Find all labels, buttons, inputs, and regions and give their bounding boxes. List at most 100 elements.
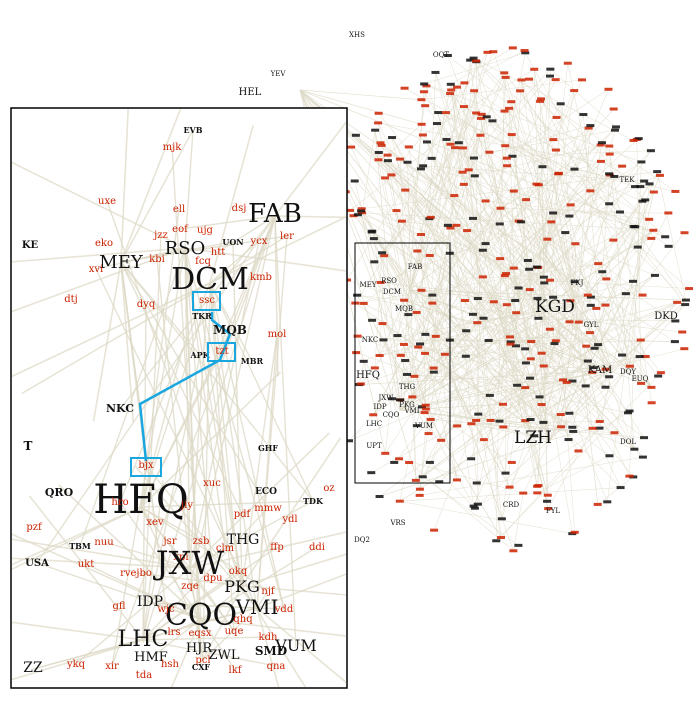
node-label-hsh[interactable]: hsh: [161, 659, 180, 670]
overview-label-jxw[interactable]: JXW: [378, 394, 395, 402]
overview-label-vmi[interactable]: VMI: [404, 407, 420, 415]
node-label-eko[interactable]: eko: [95, 238, 113, 249]
node-label-vmi[interactable]: VMI: [235, 595, 279, 619]
node-label-lkf[interactable]: lkf: [229, 665, 243, 676]
overview-label-hfq[interactable]: HFQ: [356, 370, 380, 381]
node-label-tzt[interactable]: tzt: [215, 346, 228, 357]
overview-label-fkj[interactable]: FKJ: [571, 279, 584, 287]
node-label-ssc[interactable]: ssc: [199, 295, 215, 306]
node-label-zqe[interactable]: zqe: [181, 581, 199, 592]
overview-label-dcm[interactable]: DCM: [383, 288, 401, 296]
node-label-njf[interactable]: njf: [261, 586, 276, 597]
node-label-uqe[interactable]: uqe: [225, 626, 244, 637]
node-label-xuc[interactable]: xuc: [203, 478, 221, 489]
overview-label-kgd[interactable]: KGD: [535, 297, 575, 317]
node-label-evb[interactable]: EVB: [183, 125, 202, 135]
node-label-mqb[interactable]: MQB: [213, 323, 247, 337]
overview-label-mqb[interactable]: MQB: [395, 305, 413, 313]
overview-label-idp[interactable]: IDP: [373, 403, 386, 411]
overview-label-fab[interactable]: FAB: [408, 263, 422, 271]
overview-label-vrs[interactable]: VRS: [389, 519, 405, 527]
node-label-nkc[interactable]: NKC: [106, 402, 134, 415]
node-label-htt[interactable]: htt: [211, 247, 225, 258]
node-label-ell[interactable]: ell: [173, 204, 185, 215]
node-label-ghf[interactable]: GHF: [258, 443, 278, 453]
highlight-box-bjx[interactable]: [130, 457, 162, 477]
node-label-xvi[interactable]: xvi: [89, 264, 104, 275]
node-label-fcq[interactable]: fcq: [195, 256, 211, 267]
overview-label-rso[interactable]: RSO: [381, 277, 397, 285]
node-label-tkr[interactable]: TKR: [192, 311, 212, 321]
overview-label-kam[interactable]: KAM: [588, 365, 613, 376]
node-label-wjc[interactable]: wjc: [157, 604, 175, 615]
overview-label-dq2[interactable]: DQ2: [354, 536, 370, 544]
overview-label-gyl[interactable]: GYL: [584, 321, 599, 329]
node-label-oz[interactable]: oz: [323, 483, 334, 494]
node-label-okq[interactable]: okq: [229, 566, 248, 577]
node-label-qna[interactable]: qna: [267, 661, 286, 672]
node-label-ujg[interactable]: ujg: [197, 225, 214, 236]
node-label-pkg[interactable]: PKG: [224, 577, 260, 596]
node-label-ukt[interactable]: ukt: [78, 559, 95, 570]
node-label-qhq[interactable]: qhq: [233, 614, 253, 625]
node-label-kbi[interactable]: kbi: [149, 254, 165, 265]
overview-label-yev[interactable]: YEV: [270, 70, 287, 78]
node-label-uon[interactable]: UON: [222, 237, 243, 247]
overview-label-hel[interactable]: HEL: [239, 87, 262, 98]
node-label-eqsx[interactable]: eqsx: [188, 628, 211, 639]
overview-label-dol[interactable]: DOL: [620, 438, 636, 446]
node-label-thg[interactable]: THG: [227, 532, 260, 548]
node-label-tda[interactable]: tda: [136, 670, 152, 681]
node-label-mey[interactable]: MEY: [99, 252, 144, 273]
node-label-jiy[interactable]: jiy: [180, 500, 193, 511]
node-label-rso[interactable]: RSO: [165, 238, 206, 259]
node-label-kdh[interactable]: kdh: [259, 632, 278, 643]
node-label-dsj[interactable]: dsj: [232, 203, 247, 214]
overview-label-dqy[interactable]: DQY: [620, 368, 636, 376]
overview-label-pkg[interactable]: PKG: [399, 401, 415, 409]
node-label-pzf[interactable]: pzf: [26, 522, 43, 533]
node-label-zwl[interactable]: ZWL: [208, 648, 239, 663]
overview-label-crd[interactable]: CRD: [503, 501, 520, 509]
node-label-tbm[interactable]: TBM: [69, 541, 91, 551]
overview-label-ooq[interactable]: OQT: [433, 51, 449, 59]
node-label-hro[interactable]: hro: [111, 497, 128, 508]
node-label-ke[interactable]: KE: [22, 240, 39, 251]
node-label-clm[interactable]: clm: [216, 543, 235, 554]
overview-label-xhs[interactable]: XHS: [349, 31, 365, 39]
node-label-zz[interactable]: ZZ: [23, 660, 43, 676]
node-label-dpu[interactable]: dpu: [203, 573, 223, 584]
overview-focus-frame[interactable]: [354, 242, 451, 484]
node-label-jxw[interactable]: JXW: [153, 544, 225, 582]
overview-label-mey[interactable]: MEY: [360, 281, 377, 289]
node-label-ycx[interactable]: ycx: [250, 236, 268, 247]
highlight-box-tzt[interactable]: [207, 342, 236, 362]
node-label-ddi[interactable]: ddi: [309, 542, 325, 553]
node-label-fab[interactable]: FAB: [248, 199, 302, 229]
overview-label-fyl[interactable]: FYL: [546, 507, 560, 515]
node-label-xir[interactable]: xir: [105, 661, 119, 672]
node-label-idp[interactable]: IDP: [137, 594, 163, 610]
node-label-hmf[interactable]: HMF: [134, 650, 168, 665]
node-label-ydl[interactable]: ydl: [281, 514, 297, 525]
node-label-hfq[interactable]: HFQ: [93, 477, 188, 523]
node-label-xev[interactable]: xev: [146, 517, 164, 528]
node-label-kmb[interactable]: kmb: [250, 272, 272, 283]
node-label-tdk[interactable]: TDK: [303, 496, 324, 506]
node-label-gfl[interactable]: gfl: [112, 601, 125, 612]
node-label-nuu[interactable]: nuu: [94, 537, 114, 548]
node-label-xpi[interactable]: xpi: [173, 552, 188, 563]
node-label-qro[interactable]: QRO: [45, 486, 74, 499]
overview-label-euq[interactable]: EUQ: [632, 375, 649, 383]
node-label-zsb[interactable]: zsb: [193, 536, 210, 547]
overview-label-dkd[interactable]: DKD: [654, 311, 678, 322]
node-label-uxe[interactable]: uxe: [98, 196, 116, 207]
node-label-jsr[interactable]: jsr: [162, 536, 176, 547]
node-label-vum[interactable]: VUM: [274, 636, 316, 655]
node-label-vdd[interactable]: vdd: [274, 604, 294, 615]
overview-label-lhc[interactable]: LHC: [366, 420, 382, 428]
node-label-usa[interactable]: USA: [25, 558, 49, 569]
node-label-jzz[interactable]: jzz: [153, 230, 168, 241]
